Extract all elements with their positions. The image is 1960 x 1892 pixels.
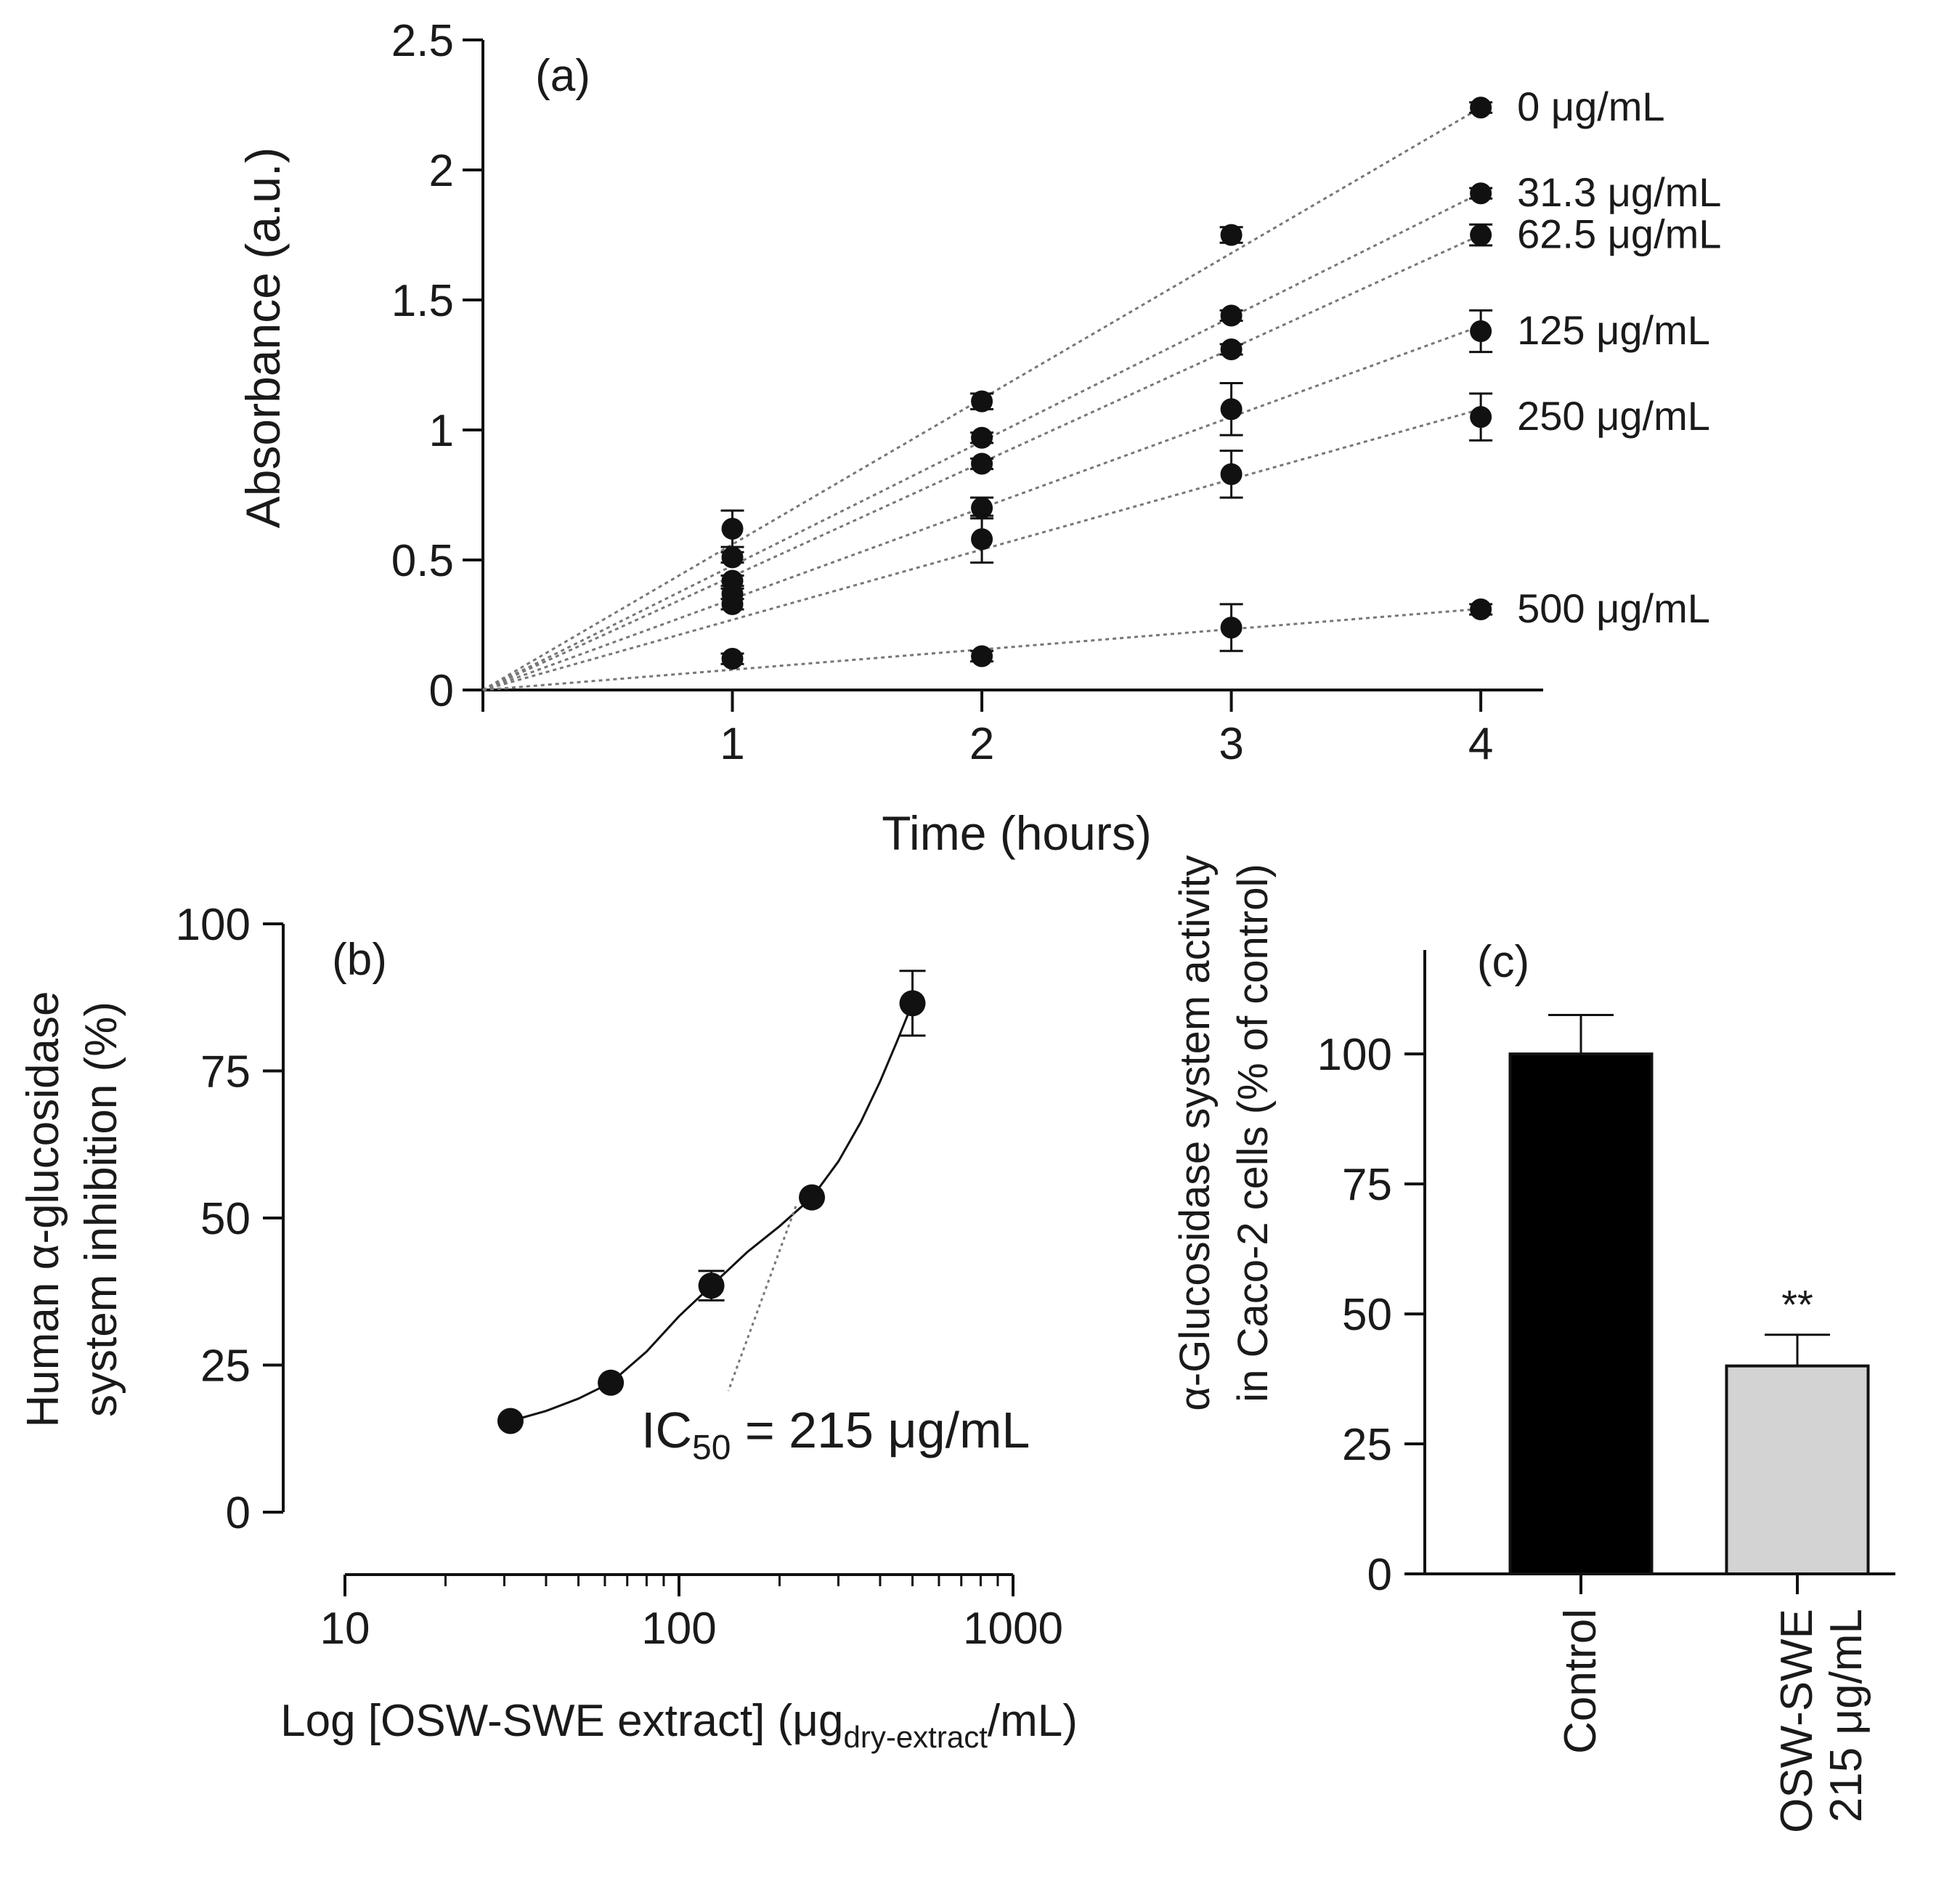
panel-a-data-point bbox=[1220, 617, 1243, 639]
panel-b-ic50-sub: 50 bbox=[692, 1429, 731, 1467]
panel-b-x-tick-label: 100 bbox=[641, 1604, 716, 1654]
panel-a-data-point bbox=[1220, 463, 1243, 485]
panel-c-y-tick-label: 50 bbox=[1342, 1290, 1392, 1340]
panel-a-data-point bbox=[1470, 320, 1492, 342]
panel-a-data-point bbox=[1470, 406, 1492, 429]
panel-c-category-label: Control bbox=[1556, 1609, 1606, 1754]
panel-a-series-label: 62.5 μg/mL bbox=[1517, 211, 1721, 257]
panel-a-data-point bbox=[1220, 338, 1243, 361]
panel-a-data-point bbox=[971, 497, 993, 519]
panel-b-data-point bbox=[899, 990, 926, 1017]
panel-b-y-tick-label: 100 bbox=[176, 900, 251, 950]
panel-b-ic50-annotation: IC50 = 215 μg/mL bbox=[641, 1402, 1030, 1467]
panel-b-y-tick-label: 75 bbox=[200, 1047, 251, 1097]
panel-b-x-axis-title: Log [OSW-SWE extract] (μgdry-extract/mL) bbox=[280, 1696, 1078, 1754]
panel-b-fit-curve bbox=[510, 1002, 914, 1422]
panel-a-series: 31.3 μg/mL bbox=[482, 169, 1721, 691]
panel-b-x-axis-title-sub: dry-extract bbox=[843, 1720, 988, 1754]
panel-b-data-point bbox=[497, 1408, 524, 1434]
panel-b-ic50-pointer bbox=[727, 1206, 797, 1392]
panel-a-data-point bbox=[721, 648, 744, 670]
panel-a-x-tick-label: 4 bbox=[1468, 719, 1493, 769]
panel-a-data-point bbox=[1470, 598, 1492, 621]
panel-a-x-axis-title: Time (hours) bbox=[882, 806, 1152, 860]
panel-c-category-label: OSW-SWE bbox=[1772, 1609, 1822, 1833]
panel-a-label: (a) bbox=[535, 51, 590, 101]
panel-a-data-point bbox=[1470, 97, 1492, 119]
panel-a-y-tick-label: 2.5 bbox=[391, 16, 454, 66]
panel-a-data-point bbox=[971, 426, 993, 449]
panel-a-series: 250 μg/mL bbox=[482, 392, 1710, 691]
panel-a-data-point bbox=[721, 593, 744, 615]
panel-b-data-point bbox=[598, 1369, 625, 1396]
panel-a-data-point bbox=[1470, 224, 1492, 246]
panel-b-y-tick-label: 50 bbox=[200, 1194, 251, 1244]
panel-a-x-tick-label: 3 bbox=[1219, 719, 1243, 769]
panel-c-y-tick-label: 100 bbox=[1317, 1030, 1392, 1080]
panel-a-series: 500 μg/mL bbox=[482, 585, 1710, 691]
panel-c-y-tick-label: 75 bbox=[1342, 1160, 1392, 1210]
panel-a-x-tick-label: 1 bbox=[720, 719, 744, 769]
panel-a-x-tick-label: 2 bbox=[969, 719, 994, 769]
panel-c-y-axis-title-line2: in Caco-2 cells (% of control) bbox=[1229, 864, 1277, 1402]
panel-a-data-point bbox=[1220, 304, 1243, 327]
panel-a: 0 0.5 1 1.5 2 2.5 1 2 3 4 Time (hours) Absorbance (… bbox=[236, 16, 1721, 860]
panel-b-data-point bbox=[698, 1272, 725, 1299]
panel-a-data-point bbox=[971, 645, 993, 667]
panel-c-error-bar bbox=[1548, 1013, 1614, 1055]
panel-c-significance-marker: ** bbox=[1781, 1282, 1813, 1328]
panel-a-y-tick-label: 2 bbox=[429, 146, 454, 196]
panel-b: 0 25 50 75 100 10 100 1000 Log [OSW-SWE extract]… bbox=[18, 900, 1078, 1754]
panel-a-data-point bbox=[1220, 224, 1243, 246]
panel-a-data-point bbox=[721, 518, 744, 540]
panel-c-label: (c) bbox=[1477, 937, 1529, 987]
panel-c: 0 25 50 75 100 Control OSW-SWE 215 μg/mL ** α-Glu… bbox=[1171, 855, 1895, 1833]
panel-a-series-label: 31.3 μg/mL bbox=[1517, 169, 1721, 215]
panel-a-y-tick-label: 0 bbox=[429, 666, 454, 716]
panel-c-y-tick-label: 0 bbox=[1367, 1550, 1392, 1600]
panel-b-data-point bbox=[799, 1184, 826, 1211]
panel-a-series-label: 125 μg/mL bbox=[1517, 307, 1710, 353]
panel-a-data-point bbox=[1220, 398, 1243, 421]
panel-a-y-tick-label: 1 bbox=[429, 406, 454, 456]
panel-b-label: (b) bbox=[332, 935, 387, 985]
panel-c-bar bbox=[1508, 1052, 1654, 1575]
panel-b-y-tick-label: 0 bbox=[226, 1488, 251, 1538]
panel-b-y-axis-title-line1: Human α-glucosidase bbox=[18, 991, 68, 1427]
panel-b-x-axis-title-main: Log [OSW-SWE extract] (μg bbox=[280, 1696, 843, 1746]
panel-a-data-point bbox=[971, 452, 993, 475]
panel-a-series-label: 500 μg/mL bbox=[1517, 585, 1710, 631]
panel-a-series-label: 0 μg/mL bbox=[1517, 84, 1664, 129]
panel-a-y-tick-label: 1.5 bbox=[391, 276, 454, 326]
panel-a-fit-line bbox=[482, 234, 1481, 691]
panel-a-series: 0 μg/mL bbox=[482, 84, 1665, 691]
panel-a-series: 125 μg/mL bbox=[482, 307, 1710, 691]
panel-a-data-point bbox=[971, 390, 993, 413]
panel-b-ic50-text: IC bbox=[641, 1402, 692, 1458]
panel-b-ic50-value: = 215 μg/mL bbox=[731, 1402, 1030, 1458]
panel-c-y-tick-label: 25 bbox=[1342, 1420, 1392, 1470]
panel-a-series: 62.5 μg/mL bbox=[482, 211, 1721, 691]
panel-b-y-axis-title-line2: system inhibition (%) bbox=[76, 1002, 126, 1417]
panel-c-y-axis-title-line1: α-Glucosidase system activity bbox=[1171, 855, 1219, 1410]
panel-a-data-point bbox=[721, 546, 744, 569]
panel-b-x-axis-title-end: /mL) bbox=[988, 1696, 1078, 1746]
panel-c-error-bar bbox=[1765, 1333, 1830, 1368]
panel-a-data-point bbox=[1470, 182, 1492, 205]
panel-b-x-tick-label: 10 bbox=[320, 1604, 370, 1654]
panel-a-data-point bbox=[971, 528, 993, 551]
panel-b-x-tick-label: 1000 bbox=[963, 1604, 1063, 1654]
panel-a-series-label: 250 μg/mL bbox=[1517, 393, 1710, 439]
panel-c-bar bbox=[1725, 1364, 1870, 1575]
panel-c-category-label: 215 μg/mL bbox=[1821, 1609, 1871, 1822]
panel-a-y-tick-label: 0.5 bbox=[391, 536, 454, 586]
panel-b-y-tick-label: 25 bbox=[200, 1341, 251, 1392]
panel-a-y-axis-title: Absorbance (a.u.) bbox=[236, 147, 290, 529]
